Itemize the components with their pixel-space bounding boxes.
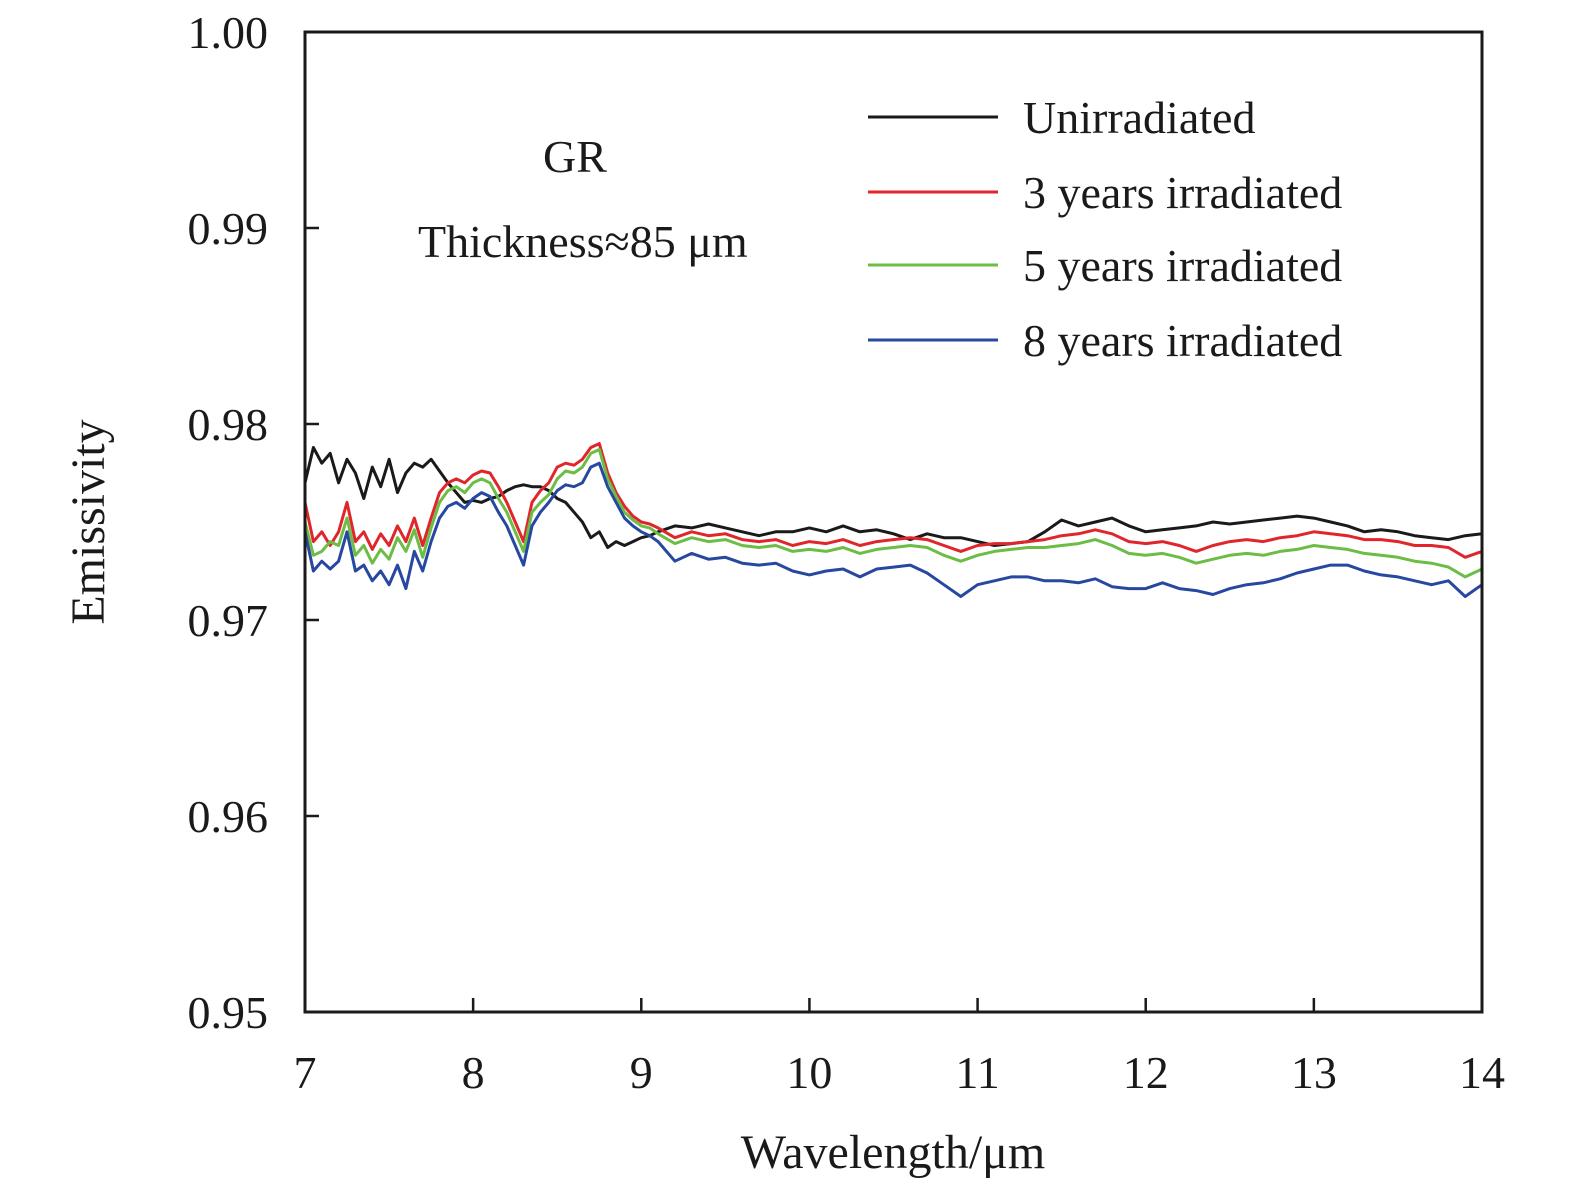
y-tick-label: 0.96 (188, 791, 269, 842)
y-axis-title: Emissivity (62, 419, 115, 624)
x-tick-label: 10 (786, 1047, 832, 1098)
legend-label-3-years-irradiated: 3 years irradiated (1023, 167, 1342, 218)
y-tick-label: 0.95 (188, 987, 269, 1038)
y-tick-label: 1.00 (188, 7, 269, 58)
y-tick-label: 0.99 (188, 203, 269, 254)
x-tick-label: 8 (462, 1047, 485, 1098)
y-tick-label: 0.98 (188, 399, 269, 450)
legend: Unirradiated 3 years irradiated 5 years ir… (868, 92, 1342, 366)
legend-label-5-years-irradiated: 5 years irradiated (1023, 240, 1342, 291)
x-axis-title: Wavelength/μm (741, 1126, 1045, 1179)
series-layer (303, 442, 1484, 598)
y-tick-label: 0.97 (188, 595, 269, 646)
tick-layer: 7 8 9 10 11 12 13 14 0.95 0.96 0.97 0.98 0.99 1.00 (188, 7, 1506, 1098)
legend-label-8-years-irradiated: 8 years irradiated (1023, 315, 1342, 366)
x-tick-label: 11 (955, 1047, 999, 1098)
x-tick-label: 9 (630, 1047, 653, 1098)
series-line-8-years-irradiated (303, 461, 1484, 598)
x-tick-label: 14 (1459, 1047, 1505, 1098)
annotation-thickness: Thickness≈85 μm (418, 216, 748, 267)
annotation-sample: GR (543, 131, 607, 182)
series-line-5-years-irradiated (303, 448, 1484, 579)
x-tick-label: 13 (1291, 1047, 1337, 1098)
x-tick-label: 12 (1123, 1047, 1169, 1098)
plot-frame (303, 30, 1484, 1014)
series-line-3-years-irradiated (303, 442, 1484, 559)
series-line-unirradiated (303, 446, 1484, 549)
x-tick-label: 7 (294, 1047, 317, 1098)
legend-label-unirradiated: Unirradiated (1023, 92, 1255, 143)
